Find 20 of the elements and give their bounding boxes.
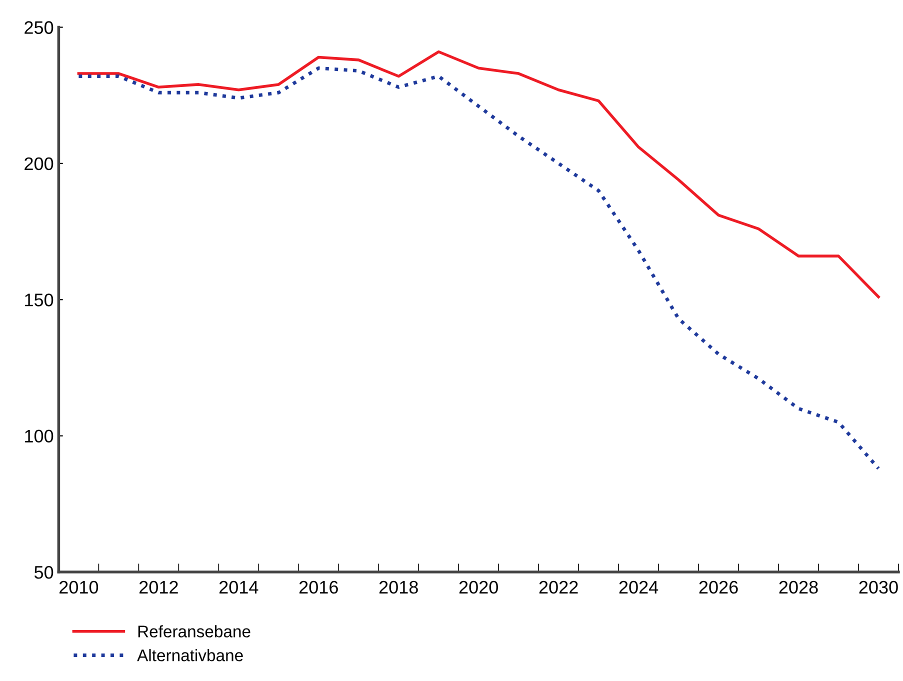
x-tick-label: 2030 [859, 580, 898, 594]
x-tick-label: 2016 [299, 580, 338, 594]
legend-label: Referansebane [138, 625, 250, 638]
x-tick-label: 2028 [779, 580, 818, 594]
line-series [76, 66, 880, 470]
x-tick-label: 2022 [539, 580, 578, 594]
y-tick-label: 150 [25, 294, 54, 306]
y-tick-label: 100 [25, 430, 54, 443]
x-tick-label: 2020 [459, 580, 498, 594]
x-tick-label: 2010 [60, 580, 98, 594]
x-tick-label: 2014 [219, 580, 258, 594]
line-series [77, 50, 880, 298]
y-tick-label: 50 [34, 566, 54, 579]
x-tick-label: 2018 [379, 580, 418, 594]
x-tick-label: 2024 [619, 580, 658, 594]
x-tick-label: 2012 [139, 580, 178, 594]
y-tick-label: 200 [24, 157, 54, 170]
y-tick-label: 250 [24, 21, 54, 34]
legend-label: Alternativbane [137, 649, 243, 662]
x-tick-label: 2026 [699, 580, 738, 594]
